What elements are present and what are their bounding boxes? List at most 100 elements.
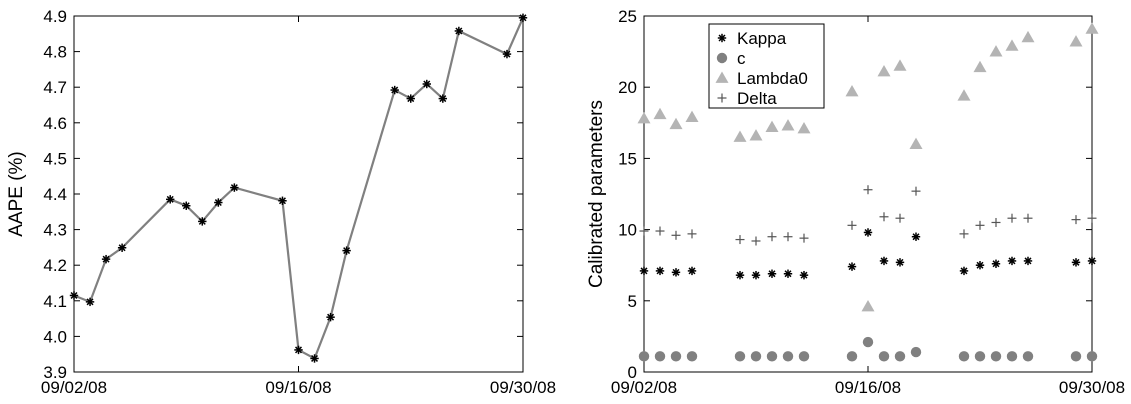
aape-point bbox=[166, 195, 174, 203]
delta-point bbox=[976, 221, 985, 230]
kappa-point bbox=[688, 267, 696, 275]
aape-point bbox=[407, 94, 415, 102]
kappa-point bbox=[864, 228, 872, 236]
aape-point bbox=[423, 80, 431, 88]
kappa-point bbox=[640, 267, 648, 275]
c-point bbox=[863, 337, 873, 347]
delta-point bbox=[1024, 214, 1033, 223]
aape-point bbox=[182, 202, 190, 210]
kappa-point bbox=[848, 262, 856, 270]
y-axis-label: Calibrated parameters bbox=[586, 100, 607, 288]
aape-point bbox=[391, 86, 399, 94]
c-point bbox=[687, 351, 697, 361]
kappa-point bbox=[1088, 257, 1096, 265]
lambda0-point bbox=[862, 300, 875, 311]
lambda0-point bbox=[846, 85, 859, 96]
c-point bbox=[1071, 351, 1081, 361]
lambda0-point bbox=[686, 111, 699, 122]
c-point bbox=[975, 351, 985, 361]
kappa-point bbox=[768, 270, 776, 278]
lambda0-point bbox=[638, 112, 651, 123]
aape-point bbox=[118, 244, 126, 252]
delta-point bbox=[880, 212, 889, 221]
c-legend-marker bbox=[717, 53, 727, 63]
plot-frame bbox=[74, 16, 523, 372]
delta-point bbox=[1072, 215, 1081, 224]
x-tick-label: 09/16/08 bbox=[835, 378, 901, 397]
c-point bbox=[895, 351, 905, 361]
lambda0-point bbox=[670, 118, 683, 129]
c-point bbox=[959, 351, 969, 361]
c-point bbox=[783, 351, 793, 361]
y-tick-label: 4.2 bbox=[43, 256, 67, 275]
y-tick-label: 15 bbox=[618, 149, 637, 168]
lambda0-point bbox=[910, 138, 923, 149]
x-tick-label: 09/30/08 bbox=[490, 378, 556, 397]
c-point bbox=[767, 351, 777, 361]
delta-point bbox=[752, 236, 761, 245]
y-tick-label: 20 bbox=[618, 78, 637, 97]
delta-point bbox=[912, 187, 921, 196]
delta-point bbox=[864, 185, 873, 194]
aape-point bbox=[519, 14, 527, 22]
kappa-point bbox=[752, 271, 760, 279]
lambda0-point bbox=[894, 59, 907, 70]
kappa-point bbox=[896, 258, 904, 266]
kappa-legend-label: Kappa bbox=[737, 29, 787, 48]
aape-point bbox=[230, 183, 238, 191]
kappa-point bbox=[976, 261, 984, 269]
aape-series-line bbox=[74, 18, 523, 359]
delta-point bbox=[848, 221, 857, 230]
lambda0-point bbox=[1006, 39, 1019, 50]
y-tick-label: 25 bbox=[618, 7, 637, 26]
kappa-point bbox=[992, 260, 1000, 268]
lambda0-point bbox=[1022, 31, 1035, 42]
aape-point bbox=[294, 346, 302, 354]
kappa-point bbox=[784, 270, 792, 278]
lambda0-point bbox=[990, 45, 1003, 56]
c-legend-label: c bbox=[737, 49, 746, 68]
aape-point bbox=[503, 50, 511, 58]
delta-point bbox=[784, 232, 793, 241]
kappa-point bbox=[1024, 257, 1032, 265]
c-point bbox=[735, 351, 745, 361]
c-point bbox=[847, 351, 857, 361]
y-tick-label: 4.7 bbox=[43, 78, 67, 97]
kappa-point bbox=[880, 257, 888, 265]
aape-point bbox=[342, 246, 350, 254]
lambda0-point bbox=[1070, 35, 1083, 46]
c-point bbox=[1023, 351, 1033, 361]
x-tick-label: 09/02/08 bbox=[41, 378, 107, 397]
aape-point bbox=[326, 313, 334, 321]
delta-point bbox=[800, 234, 809, 243]
x-tick-label: 09/30/08 bbox=[1059, 378, 1125, 397]
aape-point bbox=[455, 27, 463, 35]
c-point bbox=[799, 351, 809, 361]
delta-point bbox=[768, 232, 777, 241]
aape-point bbox=[70, 291, 78, 299]
c-point bbox=[911, 347, 921, 357]
y-tick-label: 10 bbox=[618, 221, 637, 240]
lambda0-point bbox=[654, 108, 667, 119]
lambda0-point bbox=[1086, 22, 1099, 33]
delta-point bbox=[960, 229, 969, 238]
c-point bbox=[671, 351, 681, 361]
kappa-point bbox=[960, 267, 968, 275]
kappa-point bbox=[1072, 258, 1080, 266]
y-tick-label: 4.1 bbox=[43, 292, 67, 311]
lambda0-point bbox=[782, 119, 795, 130]
aape-point bbox=[102, 255, 110, 263]
kappa-point bbox=[912, 233, 920, 241]
kappa-point bbox=[800, 271, 808, 279]
delta-point bbox=[640, 227, 649, 236]
x-tick-label: 09/16/08 bbox=[265, 378, 331, 397]
delta-point bbox=[992, 218, 1001, 227]
calibrated-parameters-chart: 0 5 10 15 20 25 09/02/08 09/16/08 09/30/08 Calibr… bbox=[586, 7, 1125, 397]
y-tick-label: 4.6 bbox=[43, 114, 67, 133]
y-tick-label: 5 bbox=[628, 292, 637, 311]
kappa-point bbox=[672, 268, 680, 276]
c-point bbox=[879, 351, 889, 361]
y-axis-label: AAPE (%) bbox=[6, 151, 27, 237]
